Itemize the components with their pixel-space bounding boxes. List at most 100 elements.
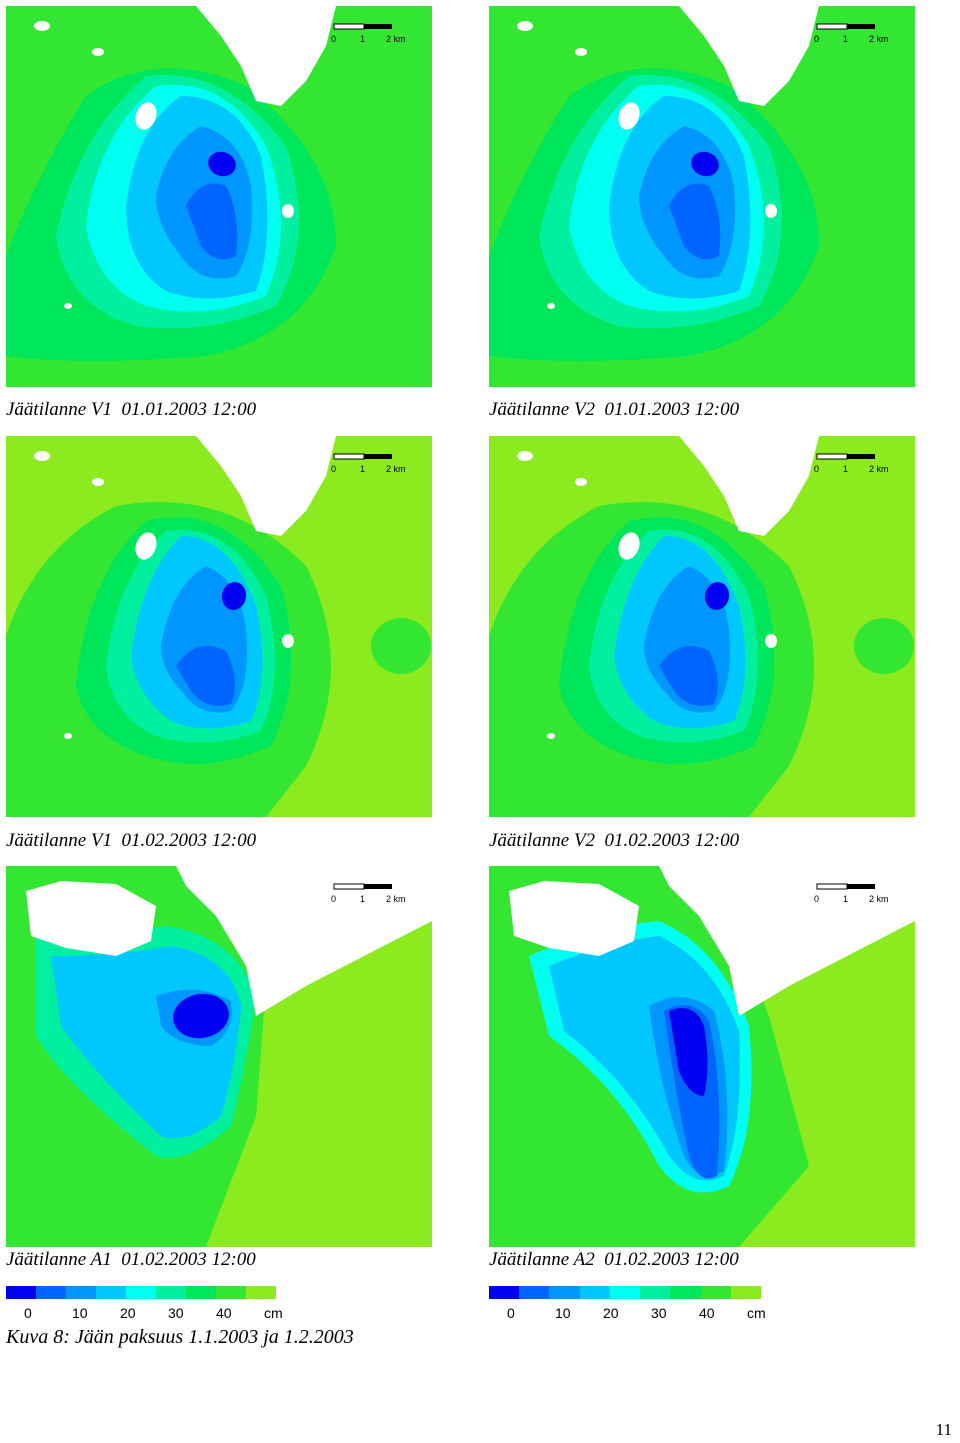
scale-label-1: 1 [360,464,365,474]
map-panel-v2-jan: 0 1 2 km [489,6,915,387]
land-islet [64,733,72,739]
legend-swatch-7 [216,1286,246,1299]
legend-tick-1: 10 [555,1305,571,1321]
land-islet [547,303,555,309]
map-panel-a2-feb: 0 1 2 km [489,866,915,1247]
scale-bar: 0 1 2 km [814,453,889,474]
land-islet [575,48,587,56]
ice-zone-5-10 [659,646,718,706]
ice-thickness-legend-left: 0 10 20 30 40 cm [6,1286,283,1326]
land-island-west [135,532,157,560]
ice-thickness-legend-right: 0 10 20 30 40 cm [489,1286,766,1326]
land-islet [575,478,587,486]
ice-map: 0 1 2 km [489,866,915,1247]
scale-label-0: 0 [331,34,336,44]
land-west [509,881,639,956]
legend-swatch-5 [640,1286,671,1299]
land-islet [517,451,533,461]
legend-color-bar [489,1286,761,1299]
land-north [196,6,336,106]
scale-label-1: 1 [843,894,848,904]
legend-color-bar [6,1286,276,1299]
land-north [679,436,819,536]
scale-label-2: 2 km [386,894,406,904]
ice-zone-35-40-east [371,618,431,674]
figure-caption: Kuva 8: Jään paksuus 1.1.2003 ja 1.2.200… [6,1326,354,1348]
scale-bar: 0 1 2 km [331,453,406,474]
land-island-west [135,102,157,130]
ice-zone-5-10 [669,183,721,260]
legend-tick-4: 40 [216,1305,232,1321]
land-islet [765,634,777,648]
land-islet [282,204,294,218]
land-island-west [618,532,640,560]
ice-map: 0 1 2 km [6,436,432,817]
ice-zone-35-40-east [854,618,914,674]
caption-v1-feb: Jäätilanne V1 01.02.2003 12:00 [6,830,257,851]
scale-label-1: 1 [360,894,365,904]
caption-v2-feb: Jäätilanne V2 01.02.2003 12:00 [489,830,740,851]
scale-label-0: 0 [331,894,336,904]
ice-zone-0-5 [208,151,236,177]
ice-zone-0-5 [221,582,247,610]
legend-swatch-2 [66,1286,96,1299]
legend-swatch-1 [519,1286,550,1299]
map-panel-v1-feb: 0 1 2 km [6,436,432,817]
legend-tick-2: 20 [120,1305,136,1321]
legend-tick-1: 10 [72,1305,88,1321]
legend-tick-labels: 0 10 20 30 40 cm [489,1305,766,1325]
map-panel-v1-jan: 0 1 2 km [6,6,432,387]
caption-a1-feb: Jäätilanne A1 01.02.2003 12:00 [6,1249,256,1270]
legend-tick-labels: 0 10 20 30 40 cm [6,1305,283,1325]
scale-label-2: 2 km [869,464,889,474]
scale-label-0: 0 [814,464,819,474]
scale-bar: 0 1 2 km [331,23,406,44]
land-north [679,6,819,106]
legend-tick-2: 20 [603,1305,619,1321]
ice-zone-0-5 [669,1008,708,1096]
land-islet [34,451,50,461]
land-islet [765,204,777,218]
legend-swatch-4 [126,1286,156,1299]
scale-label-0: 0 [814,34,819,44]
scale-bar: 0 1 2 km [814,883,889,904]
caption-a2-feb: Jäätilanne A2 01.02.2003 12:00 [489,1249,739,1270]
legend-tick-0: 0 [507,1305,515,1321]
ice-map: 0 1 2 km [6,866,432,1247]
legend-swatch-8 [730,1286,761,1299]
legend-tick-5: cm [264,1305,283,1321]
legend-swatch-3 [96,1286,126,1299]
legend-swatch-4 [609,1286,641,1299]
map-panel-a1-feb: 0 1 2 km [6,866,432,1247]
page-number: 11 [935,1420,952,1439]
land-islet [92,48,104,56]
legend-tick-3: 30 [651,1305,667,1321]
ice-map: 0 1 2 km [489,6,915,387]
ice-zone-0-5 [691,151,719,177]
land-islet [547,733,555,739]
scale-label-1: 1 [843,34,848,44]
caption-v2-jan: Jäätilanne V2 01.01.2003 12:00 [489,399,740,420]
scale-label-2: 2 km [386,464,406,474]
ice-zone-0-5 [704,582,730,610]
land-islet [517,21,533,31]
land-north-east [719,871,899,941]
legend-swatch-1 [36,1286,66,1299]
ice-map: 0 1 2 km [6,6,432,387]
scale-label-1: 1 [843,464,848,474]
ice-zone-5-10 [176,646,235,706]
legend-swatch-7 [700,1286,731,1299]
ice-zone-0-5 [173,993,229,1039]
land-islet [64,303,72,309]
legend-swatch-3 [579,1286,610,1299]
land-island-west [618,102,640,130]
land-north-east [236,871,416,941]
legend-swatch-5 [156,1286,186,1299]
land-islet [282,634,294,648]
legend-swatch-0 [6,1286,36,1299]
map-panel-v2-feb: 0 1 2 km [489,436,915,817]
scale-label-2: 2 km [386,34,406,44]
legend-tick-4: 40 [699,1305,715,1321]
scale-label-2: 2 km [869,34,889,44]
legend-tick-3: 30 [168,1305,184,1321]
